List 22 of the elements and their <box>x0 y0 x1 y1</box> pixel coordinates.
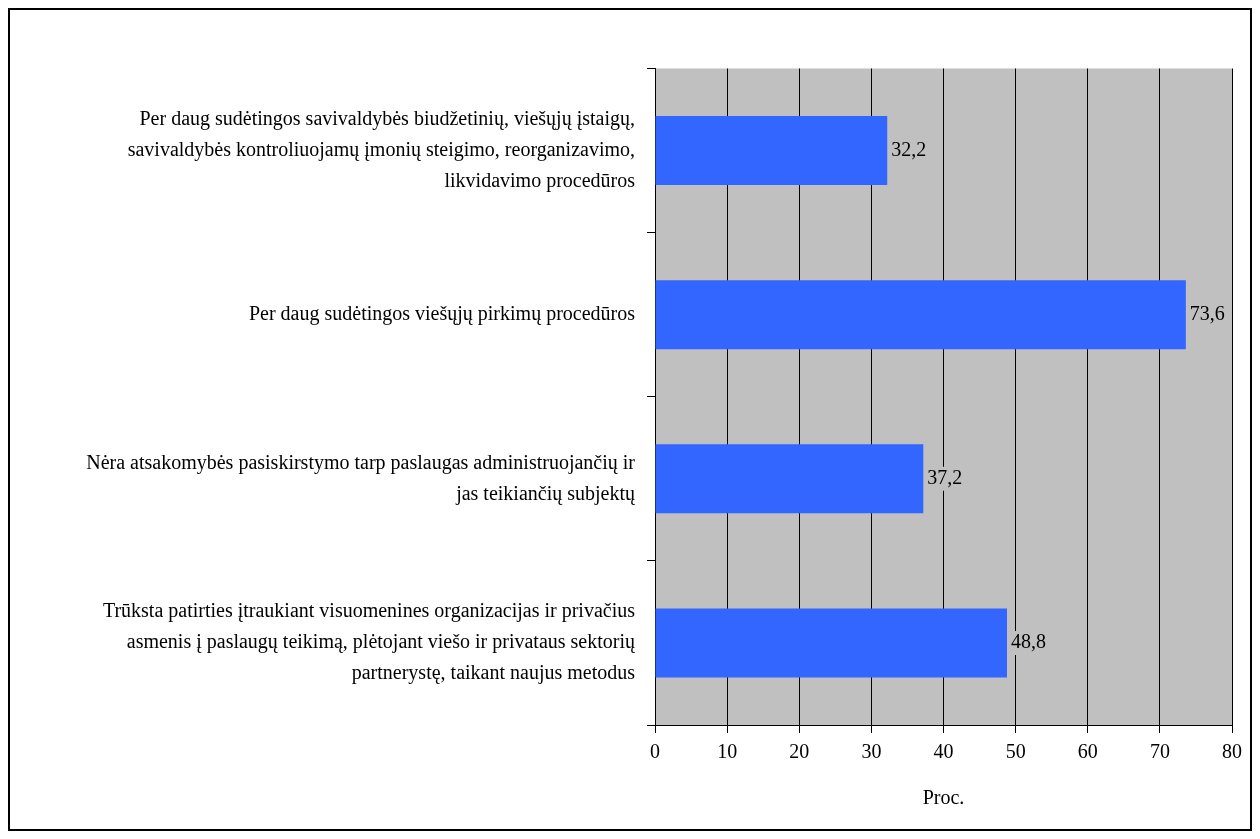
y-tick-label: Per daug sudėtingos savivaldybės biudžetinių, viešųjų įstaigų, savivaldybės kontroliuojamų įmonių steigimo, reorganizavimo, likvidavimo procedūros <box>127 106 636 192</box>
bar <box>655 444 924 514</box>
bar <box>655 116 888 186</box>
y-tick-label: Nėra atsakomybės pasiskirstymo tarp paslaugas administruojančių ir jas teikiančių subjektų <box>86 450 636 505</box>
x-tick-label: 60 <box>1077 740 1098 763</box>
data-label: 48,8 <box>1010 630 1046 653</box>
data-label: 37,2 <box>927 466 963 489</box>
x-tick-label: 30 <box>861 740 882 763</box>
bar <box>655 280 1186 350</box>
x-tick-label: 70 <box>1149 740 1170 763</box>
data-label: 73,6 <box>1189 301 1225 324</box>
x-tick-label: 80 <box>1222 740 1242 763</box>
y-tick-label: Trūksta patirties įtraukiant visuomenines organizacijas ir privačius asmenis į paslaugų teikimą, plėtojant viešo ir privataus sektorių partnerystę, taikant naujus metodus <box>102 599 636 685</box>
bar <box>655 608 1007 678</box>
x-tick-label: 20 <box>789 740 810 763</box>
data-label: 32,2 <box>891 137 927 160</box>
y-tick-label: Per daug sudėtingos viešųjų pirkimų procedūros <box>248 301 636 325</box>
x-tick-label: 40 <box>933 740 954 763</box>
x-tick-label: 10 <box>717 740 738 763</box>
x-axis-title: Proc. <box>922 786 965 809</box>
x-tick-label: 50 <box>1005 740 1026 763</box>
x-tick-label: 0 <box>650 740 660 763</box>
